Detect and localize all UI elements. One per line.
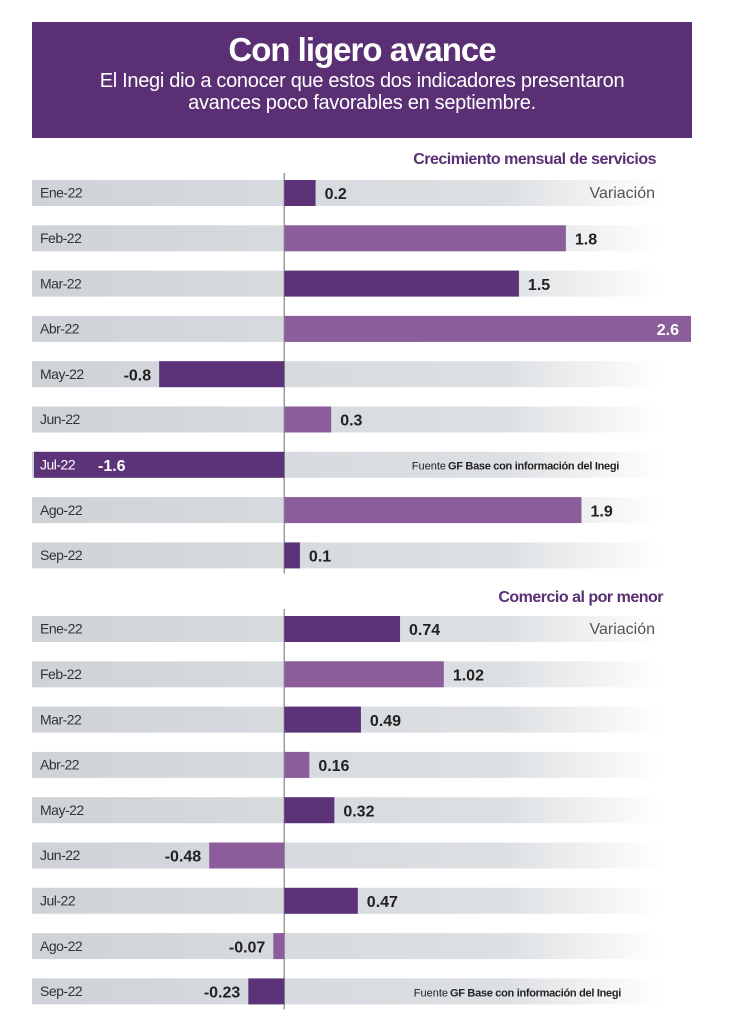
row-band	[32, 361, 662, 388]
subtitle: El Inegi dio a conocer que estos dos ind…	[99, 70, 625, 114]
bar	[284, 406, 332, 433]
row-band	[32, 180, 662, 206]
category-label: Jul-22	[40, 457, 76, 473]
category-label: Ago-22	[40, 502, 83, 518]
category-label: Ago-22	[40, 938, 83, 954]
bar	[273, 933, 285, 960]
category-label: May-22	[40, 366, 84, 382]
bar	[284, 497, 582, 524]
row-band	[32, 842, 662, 869]
chart-title: Comercio al por menor	[498, 589, 663, 606]
value-label: -0.8	[124, 367, 152, 384]
source-label: Fuente	[414, 987, 448, 999]
header: Con ligero avance El Inegi dio a conocer…	[32, 22, 692, 138]
bar	[284, 661, 444, 688]
bar	[284, 797, 335, 824]
category-label: Sep-22	[40, 983, 83, 999]
category-label: Mar-22	[40, 275, 82, 291]
category-label: Mar-22	[40, 711, 82, 727]
category-label: Ene-22	[40, 621, 83, 637]
value-label: 1.8	[575, 232, 597, 249]
bar	[34, 451, 285, 478]
row-band	[32, 797, 662, 824]
bar	[248, 978, 285, 1005]
bar	[284, 616, 401, 642]
value-label: 0.1	[309, 549, 331, 566]
value-label: 0.32	[343, 803, 374, 820]
source: GF Base con información del Inegi	[448, 461, 619, 473]
value-label: 0.47	[367, 894, 398, 911]
category-label: Jul-22	[40, 893, 76, 909]
category-label: Feb-22	[40, 666, 82, 682]
bar	[284, 706, 361, 733]
bar	[284, 270, 519, 297]
value-label: 0.2	[325, 186, 347, 203]
category-label: Jun-22	[40, 847, 81, 863]
row-band	[32, 933, 662, 960]
bar	[284, 180, 316, 206]
value-label: -0.48	[165, 849, 202, 866]
value-label: 0.16	[318, 758, 349, 775]
category-label: Abr-22	[40, 757, 80, 773]
value-label: 1.9	[591, 503, 613, 520]
value-label: 0.49	[370, 713, 401, 730]
source: GF Base con información del Inegi	[450, 987, 621, 999]
value-label: -1.6	[98, 458, 126, 475]
value-label: -0.07	[229, 939, 266, 956]
source-label: Fuente	[412, 461, 446, 473]
value-label: 0.3	[340, 413, 362, 430]
category-label: Ene-22	[40, 185, 83, 201]
value-label: -0.23	[204, 985, 241, 1002]
bar	[284, 887, 358, 914]
value-label: 1.02	[453, 668, 484, 685]
value-label: 2.6	[657, 322, 679, 339]
category-label: Feb-22	[40, 230, 82, 246]
bar	[284, 542, 300, 569]
bar	[284, 225, 566, 252]
row-band	[32, 542, 662, 569]
category-label: May-22	[40, 802, 84, 818]
value-label: 0.74	[409, 622, 440, 639]
category-label: Sep-22	[40, 547, 83, 563]
bar	[284, 315, 691, 342]
bar	[284, 751, 310, 778]
row-band	[32, 978, 662, 1005]
category-label: Abr-22	[40, 321, 80, 337]
axis-label: Variación	[589, 185, 655, 202]
row-band	[32, 751, 662, 778]
chart-title: Crecimiento mensual de servicios	[413, 151, 656, 168]
bar	[209, 842, 285, 869]
category-label: Jun-22	[40, 411, 81, 427]
bar	[159, 361, 285, 388]
row-band	[32, 406, 662, 433]
axis-label: Variación	[589, 621, 655, 638]
title: Con ligero avance	[228, 31, 496, 68]
value-label: 1.5	[528, 277, 550, 294]
